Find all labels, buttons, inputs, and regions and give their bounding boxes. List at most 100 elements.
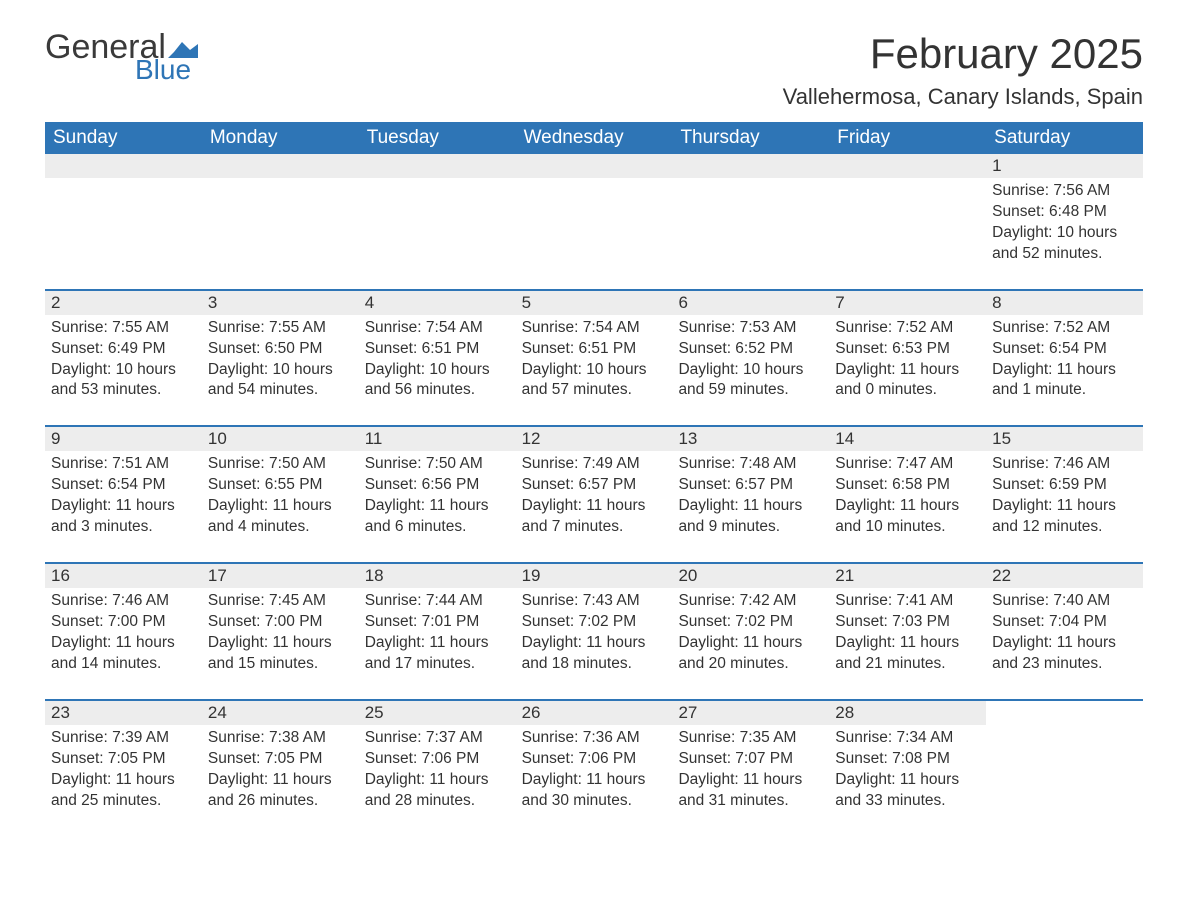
day-number: 12	[516, 427, 673, 451]
sunrise-text: Sunrise: 7:49 AM	[522, 454, 667, 475]
sunrise-text: Sunrise: 7:47 AM	[835, 454, 980, 475]
daylight-text: Daylight: 11 hours and 21 minutes.	[835, 633, 980, 675]
day-details: Sunrise: 7:41 AMSunset: 7:03 PMDaylight:…	[829, 588, 986, 681]
sunset-text: Sunset: 7:01 PM	[365, 612, 510, 633]
day-cell: 15Sunrise: 7:46 AMSunset: 6:59 PMDayligh…	[986, 427, 1143, 544]
daylight-text: Daylight: 11 hours and 10 minutes.	[835, 496, 980, 538]
day-details: Sunrise: 7:47 AMSunset: 6:58 PMDaylight:…	[829, 451, 986, 544]
day-details: Sunrise: 7:44 AMSunset: 7:01 PMDaylight:…	[359, 588, 516, 681]
logo: General Blue	[45, 30, 198, 84]
daylight-text: Daylight: 10 hours and 54 minutes.	[208, 360, 353, 402]
sunset-text: Sunset: 6:52 PM	[678, 339, 823, 360]
day-number: 4	[359, 291, 516, 315]
week-row: 2Sunrise: 7:55 AMSunset: 6:49 PMDaylight…	[45, 289, 1143, 408]
day-details: Sunrise: 7:54 AMSunset: 6:51 PMDaylight:…	[516, 315, 673, 408]
day-cell: 21Sunrise: 7:41 AMSunset: 7:03 PMDayligh…	[829, 564, 986, 681]
day-details: Sunrise: 7:35 AMSunset: 7:07 PMDaylight:…	[672, 725, 829, 818]
daylight-text: Daylight: 11 hours and 33 minutes.	[835, 770, 980, 812]
daylight-text: Daylight: 11 hours and 12 minutes.	[992, 496, 1137, 538]
day-number: 10	[202, 427, 359, 451]
day-number: 13	[672, 427, 829, 451]
day-details: Sunrise: 7:49 AMSunset: 6:57 PMDaylight:…	[516, 451, 673, 544]
daylight-text: Daylight: 10 hours and 53 minutes.	[51, 360, 196, 402]
dow-cell: Sunday	[45, 122, 202, 154]
empty-day-bar	[45, 154, 202, 178]
sunrise-text: Sunrise: 7:46 AM	[51, 591, 196, 612]
day-details: Sunrise: 7:51 AMSunset: 6:54 PMDaylight:…	[45, 451, 202, 544]
day-cell: 12Sunrise: 7:49 AMSunset: 6:57 PMDayligh…	[516, 427, 673, 544]
sunrise-text: Sunrise: 7:56 AM	[992, 181, 1137, 202]
day-details: Sunrise: 7:39 AMSunset: 7:05 PMDaylight:…	[45, 725, 202, 818]
day-details: Sunrise: 7:46 AMSunset: 6:59 PMDaylight:…	[986, 451, 1143, 544]
day-number: 26	[516, 701, 673, 725]
sunrise-text: Sunrise: 7:46 AM	[992, 454, 1137, 475]
day-number: 23	[45, 701, 202, 725]
day-cell: 7Sunrise: 7:52 AMSunset: 6:53 PMDaylight…	[829, 291, 986, 408]
dow-cell: Friday	[829, 122, 986, 154]
header: General Blue February 2025 Vallehermosa,…	[45, 30, 1143, 110]
day-cell: 13Sunrise: 7:48 AMSunset: 6:57 PMDayligh…	[672, 427, 829, 544]
day-number: 18	[359, 564, 516, 588]
daylight-text: Daylight: 10 hours and 59 minutes.	[678, 360, 823, 402]
sunset-text: Sunset: 7:00 PM	[208, 612, 353, 633]
empty-day-bar	[202, 154, 359, 178]
day-details: Sunrise: 7:52 AMSunset: 6:54 PMDaylight:…	[986, 315, 1143, 408]
day-number: 9	[45, 427, 202, 451]
day-cell: 27Sunrise: 7:35 AMSunset: 7:07 PMDayligh…	[672, 701, 829, 818]
day-cell: 6Sunrise: 7:53 AMSunset: 6:52 PMDaylight…	[672, 291, 829, 408]
day-cell: 5Sunrise: 7:54 AMSunset: 6:51 PMDaylight…	[516, 291, 673, 408]
sunset-text: Sunset: 7:06 PM	[365, 749, 510, 770]
day-cell	[672, 154, 829, 271]
location-label: Vallehermosa, Canary Islands, Spain	[783, 84, 1143, 110]
sunset-text: Sunset: 7:03 PM	[835, 612, 980, 633]
sunrise-text: Sunrise: 7:52 AM	[835, 318, 980, 339]
week-row: 1Sunrise: 7:56 AMSunset: 6:48 PMDaylight…	[45, 154, 1143, 271]
day-cell: 26Sunrise: 7:36 AMSunset: 7:06 PMDayligh…	[516, 701, 673, 818]
dow-cell: Thursday	[672, 122, 829, 154]
day-cell: 19Sunrise: 7:43 AMSunset: 7:02 PMDayligh…	[516, 564, 673, 681]
sunrise-text: Sunrise: 7:50 AM	[365, 454, 510, 475]
day-number: 14	[829, 427, 986, 451]
day-number: 25	[359, 701, 516, 725]
title-block: February 2025 Vallehermosa, Canary Islan…	[783, 30, 1143, 110]
page-title: February 2025	[783, 30, 1143, 78]
daylight-text: Daylight: 11 hours and 30 minutes.	[522, 770, 667, 812]
sunrise-text: Sunrise: 7:36 AM	[522, 728, 667, 749]
sunrise-text: Sunrise: 7:41 AM	[835, 591, 980, 612]
sunrise-text: Sunrise: 7:37 AM	[365, 728, 510, 749]
day-cell	[986, 701, 1143, 818]
sunrise-text: Sunrise: 7:35 AM	[678, 728, 823, 749]
dow-cell: Monday	[202, 122, 359, 154]
day-number: 19	[516, 564, 673, 588]
sunrise-text: Sunrise: 7:44 AM	[365, 591, 510, 612]
day-cell: 16Sunrise: 7:46 AMSunset: 7:00 PMDayligh…	[45, 564, 202, 681]
day-number: 24	[202, 701, 359, 725]
day-cell: 1Sunrise: 7:56 AMSunset: 6:48 PMDaylight…	[986, 154, 1143, 271]
day-details: Sunrise: 7:45 AMSunset: 7:00 PMDaylight:…	[202, 588, 359, 681]
empty-day-bar	[359, 154, 516, 178]
daylight-text: Daylight: 11 hours and 0 minutes.	[835, 360, 980, 402]
sunset-text: Sunset: 6:59 PM	[992, 475, 1137, 496]
sunrise-text: Sunrise: 7:34 AM	[835, 728, 980, 749]
sunset-text: Sunset: 6:58 PM	[835, 475, 980, 496]
dow-cell: Wednesday	[516, 122, 673, 154]
day-number: 17	[202, 564, 359, 588]
sunset-text: Sunset: 7:02 PM	[678, 612, 823, 633]
logo-text-blue: Blue	[135, 56, 198, 84]
daylight-text: Daylight: 11 hours and 25 minutes.	[51, 770, 196, 812]
day-cell: 22Sunrise: 7:40 AMSunset: 7:04 PMDayligh…	[986, 564, 1143, 681]
day-details: Sunrise: 7:50 AMSunset: 6:56 PMDaylight:…	[359, 451, 516, 544]
day-cell: 24Sunrise: 7:38 AMSunset: 7:05 PMDayligh…	[202, 701, 359, 818]
day-details: Sunrise: 7:54 AMSunset: 6:51 PMDaylight:…	[359, 315, 516, 408]
day-details: Sunrise: 7:43 AMSunset: 7:02 PMDaylight:…	[516, 588, 673, 681]
day-number: 28	[829, 701, 986, 725]
day-number: 16	[45, 564, 202, 588]
day-cell: 3Sunrise: 7:55 AMSunset: 6:50 PMDaylight…	[202, 291, 359, 408]
day-cell: 17Sunrise: 7:45 AMSunset: 7:00 PMDayligh…	[202, 564, 359, 681]
daylight-text: Daylight: 11 hours and 6 minutes.	[365, 496, 510, 538]
sunrise-text: Sunrise: 7:51 AM	[51, 454, 196, 475]
sunrise-text: Sunrise: 7:42 AM	[678, 591, 823, 612]
calendar: SundayMondayTuesdayWednesdayThursdayFrid…	[45, 122, 1143, 817]
day-of-week-header: SundayMondayTuesdayWednesdayThursdayFrid…	[45, 122, 1143, 154]
daylight-text: Daylight: 11 hours and 17 minutes.	[365, 633, 510, 675]
